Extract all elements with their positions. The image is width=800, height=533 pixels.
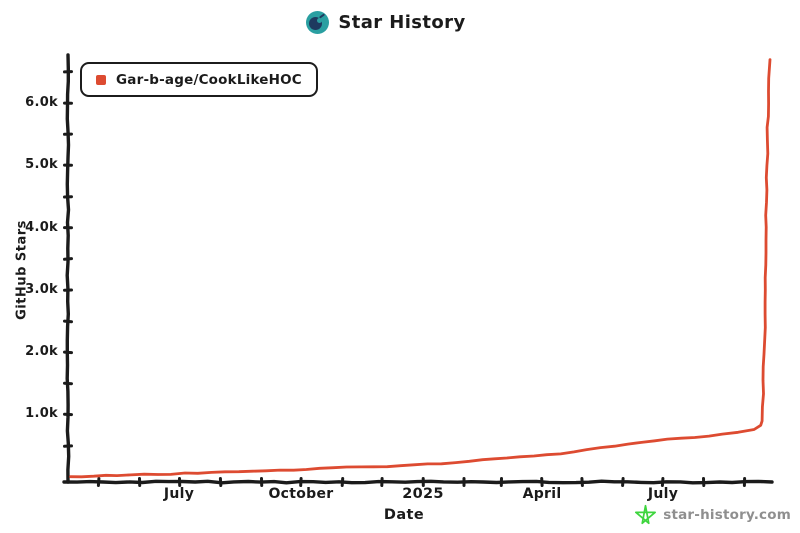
y-axis-line bbox=[65, 53, 71, 484]
series-label: Gar-b-age/CookLikeHOC bbox=[116, 71, 302, 88]
y-tick-6k: 6.0k bbox=[25, 95, 58, 110]
x-tick-october-2024: October bbox=[268, 486, 334, 502]
y-tick-mark bbox=[63, 350, 73, 355]
page-title: Star History bbox=[0, 11, 786, 34]
page-title-text: Star History bbox=[338, 12, 466, 33]
star-icon bbox=[635, 504, 657, 525]
legend: Gar-b-age/CookLikeHOC bbox=[80, 62, 318, 97]
y-tick-2k: 2.0k bbox=[25, 344, 58, 359]
x-tick-july-2024: July bbox=[163, 486, 195, 502]
y-tick-1k: 1.0k bbox=[25, 406, 58, 421]
series-line bbox=[69, 58, 772, 479]
x-tick-mark bbox=[340, 477, 345, 487]
x-axis-line bbox=[62, 479, 774, 485]
y-axis-title: GitHub Stars bbox=[14, 220, 30, 320]
y-tick-mark bbox=[63, 319, 73, 324]
star-history-logo-icon bbox=[306, 11, 330, 34]
y-tick-3k: 3.0k bbox=[25, 282, 58, 297]
x-tick-mark bbox=[580, 477, 584, 487]
logo-dot bbox=[317, 18, 323, 23]
y-tick-5k: 5.0k bbox=[25, 157, 58, 172]
x-tick-mark bbox=[660, 477, 665, 487]
x-tick-july-2025: July bbox=[647, 486, 679, 502]
watermark-link[interactable]: star-history.com bbox=[635, 504, 791, 525]
x-tick-mark bbox=[621, 477, 625, 487]
star-icon-path bbox=[635, 504, 657, 525]
watermark-text: star-history.com bbox=[663, 506, 791, 523]
x-axis-title: Date bbox=[383, 507, 425, 523]
y-tick-mark bbox=[63, 381, 73, 386]
x-tick-mark bbox=[96, 477, 101, 487]
y-tick-mark bbox=[63, 257, 73, 261]
y-tick-4k: 4.0k bbox=[25, 220, 58, 235]
x-tick-april-2025: April bbox=[522, 486, 562, 502]
series-marker-icon bbox=[96, 74, 106, 85]
x-tick-2025: 2025 bbox=[402, 486, 444, 502]
